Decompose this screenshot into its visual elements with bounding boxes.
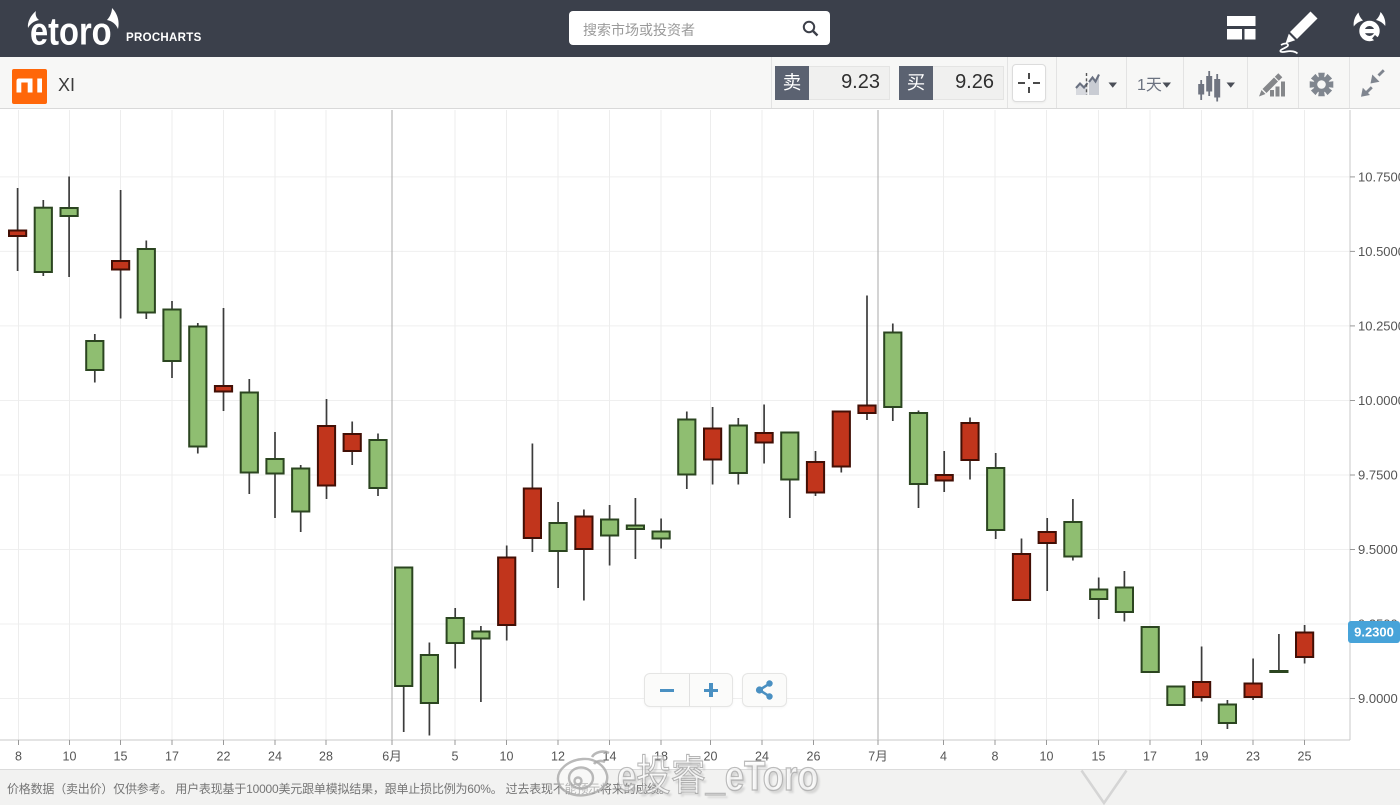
svg-text:25: 25 xyxy=(1298,750,1312,764)
svg-text:24: 24 xyxy=(268,750,282,764)
svg-text:5: 5 xyxy=(452,750,459,764)
svg-text:6月: 6月 xyxy=(382,750,401,764)
svg-text:24: 24 xyxy=(755,750,769,764)
svg-text:9.2300: 9.2300 xyxy=(1354,625,1394,640)
svg-text:17: 17 xyxy=(1143,750,1157,764)
svg-text:23: 23 xyxy=(1246,750,1260,764)
svg-text:10: 10 xyxy=(500,750,514,764)
svg-text:10: 10 xyxy=(1040,750,1054,764)
svg-text:10.0000: 10.0000 xyxy=(1358,393,1400,408)
svg-text:1天: 1天 xyxy=(1137,77,1162,94)
svg-text:8: 8 xyxy=(992,750,999,764)
svg-text:15: 15 xyxy=(1092,750,1106,764)
svg-text:9.7500: 9.7500 xyxy=(1358,468,1398,483)
svg-text:9.5000: 9.5000 xyxy=(1358,542,1398,557)
svg-text:26: 26 xyxy=(807,750,821,764)
svg-text:4: 4 xyxy=(940,750,947,764)
svg-text:19: 19 xyxy=(1195,750,1209,764)
svg-text:18: 18 xyxy=(654,750,668,764)
svg-text:10.2500: 10.2500 xyxy=(1358,318,1400,333)
svg-text:10: 10 xyxy=(63,750,77,764)
svg-text:8: 8 xyxy=(15,750,22,764)
svg-text:15: 15 xyxy=(114,750,128,764)
svg-text:17: 17 xyxy=(165,750,179,764)
svg-text:10.5000: 10.5000 xyxy=(1358,244,1400,259)
svg-text:28: 28 xyxy=(319,750,333,764)
svg-text:20: 20 xyxy=(704,750,718,764)
svg-text:9.0000: 9.0000 xyxy=(1358,691,1398,706)
svg-text:22: 22 xyxy=(217,750,231,764)
svg-text:10.7500: 10.7500 xyxy=(1358,169,1400,184)
svg-text:7月: 7月 xyxy=(868,750,887,764)
svg-text:12: 12 xyxy=(551,750,565,764)
